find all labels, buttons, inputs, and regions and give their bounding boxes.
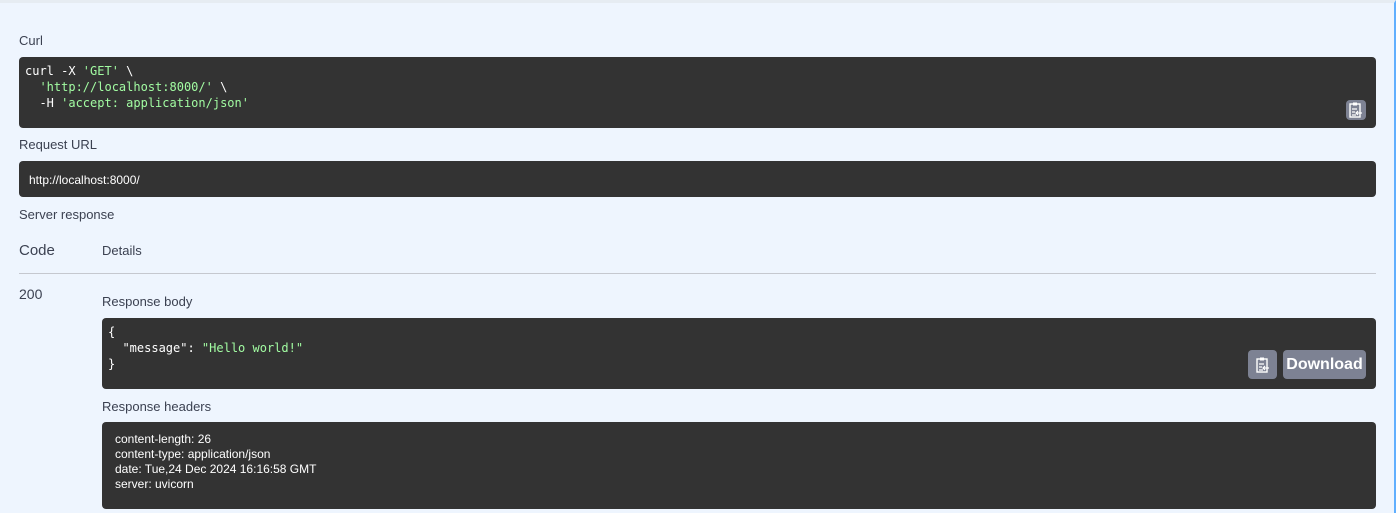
curl-url: 'http://localhost:8000/' xyxy=(39,80,213,94)
header-line: content-type: application/json xyxy=(115,447,271,461)
clipboard-icon xyxy=(1255,357,1269,373)
copy-response-button[interactable] xyxy=(1248,350,1277,379)
divider xyxy=(19,273,1376,274)
column-header-code: Code xyxy=(19,242,55,259)
header-line: content-length: 26 xyxy=(115,432,212,446)
curl-header: 'accept: application/json' xyxy=(61,96,249,110)
json-value: "Hello world!" xyxy=(201,341,304,355)
download-button[interactable]: Download xyxy=(1283,350,1366,379)
curl-method: 'GET' xyxy=(82,64,119,78)
curl-text: -H xyxy=(25,96,62,110)
response-headers-block: content-length: 26 content-type: applicat… xyxy=(102,422,1376,509)
header-line: server: uvicorn xyxy=(115,477,194,491)
curl-label: Curl xyxy=(19,33,43,48)
json-key: "message": xyxy=(108,341,202,355)
clipboard-icon xyxy=(1349,102,1362,118)
curl-text: \ xyxy=(212,80,228,94)
curl-text: \ xyxy=(118,64,134,78)
header-line: date: Tue,24 Dec 2024 16:16:58 GMT xyxy=(115,462,317,476)
copy-curl-button[interactable] xyxy=(1346,100,1366,120)
response-code: 200 xyxy=(19,286,43,302)
request-url-label: Request URL xyxy=(19,137,98,152)
json-brace: } xyxy=(108,357,116,371)
response-body-label: Response body xyxy=(102,294,193,309)
column-header-details: Details xyxy=(102,243,142,258)
server-response-label: Server response xyxy=(19,207,115,222)
curl-text: curl -X xyxy=(25,64,83,78)
json-brace: { xyxy=(108,325,116,339)
response-body-code: { "message": "Hello world!" } xyxy=(102,318,1376,389)
response-headers-label: Response headers xyxy=(102,399,212,414)
curl-code-block: curl -X 'GET' \ 'http://localhost:8000/'… xyxy=(19,57,1376,128)
request-url-value: http://localhost:8000/ xyxy=(19,161,1376,197)
